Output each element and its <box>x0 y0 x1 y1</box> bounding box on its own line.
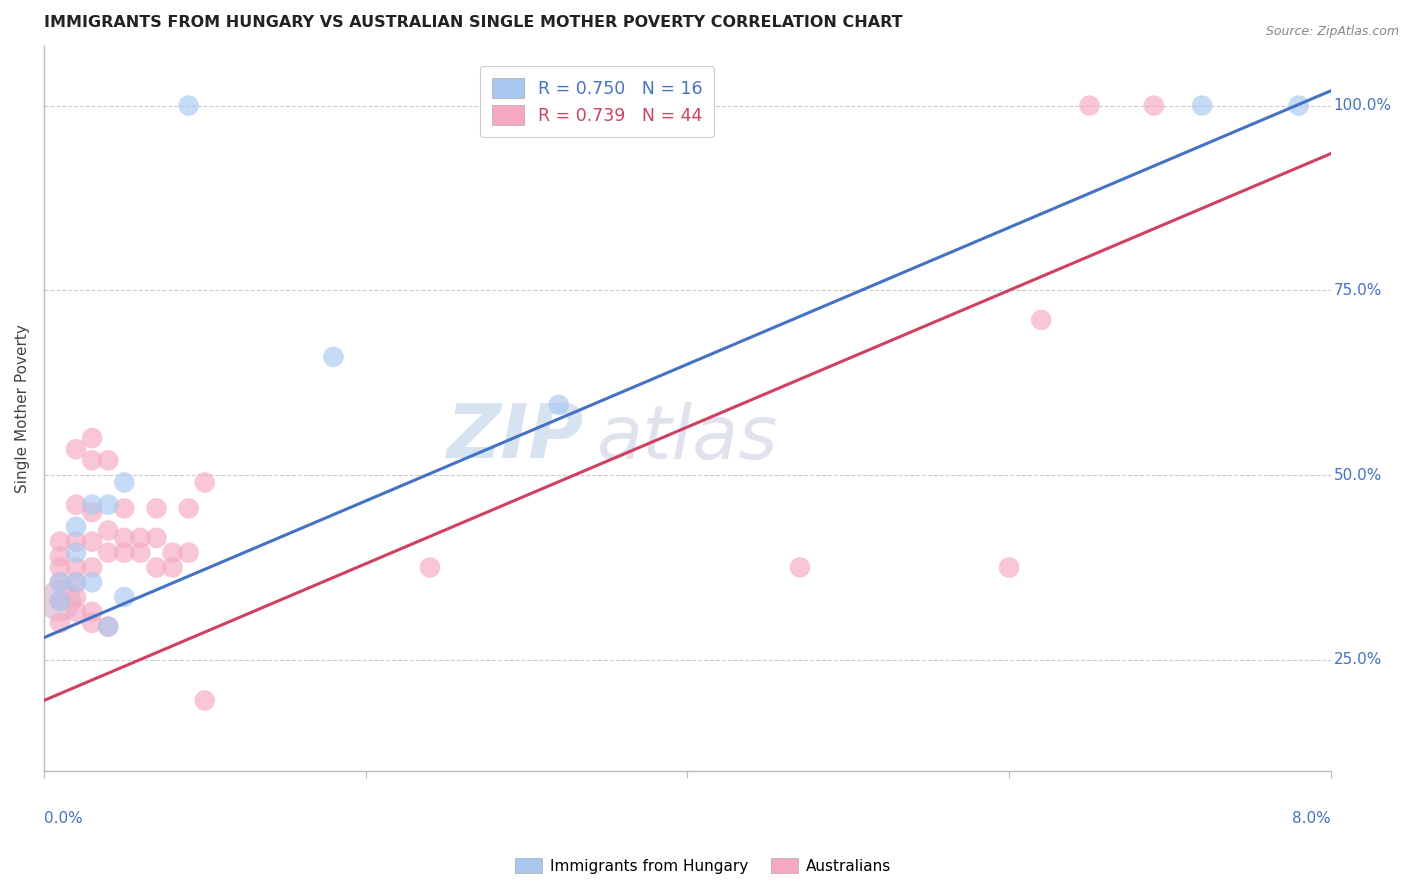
Point <box>1288 98 1310 112</box>
Point <box>194 475 217 490</box>
Point <box>49 534 72 549</box>
Point <box>129 546 152 560</box>
Point <box>112 501 135 516</box>
Point <box>65 590 87 604</box>
Point <box>789 560 811 574</box>
Point <box>82 575 104 590</box>
Text: Source: ZipAtlas.com: Source: ZipAtlas.com <box>1265 25 1399 38</box>
Text: 100.0%: 100.0% <box>1333 98 1392 113</box>
Legend: Immigrants from Hungary, Australians: Immigrants from Hungary, Australians <box>509 852 897 880</box>
Point <box>49 593 72 607</box>
Point <box>998 560 1021 574</box>
Point <box>1191 98 1213 112</box>
Point <box>112 475 135 490</box>
Point <box>177 501 200 516</box>
Point <box>145 560 167 574</box>
Text: ZIP: ZIP <box>447 401 585 474</box>
Text: 25.0%: 25.0% <box>1333 652 1382 667</box>
Point <box>97 619 120 633</box>
Point <box>65 575 87 590</box>
Text: 50.0%: 50.0% <box>1333 467 1382 483</box>
Point <box>82 498 104 512</box>
Point <box>82 453 104 467</box>
Point <box>49 593 72 607</box>
Point <box>82 615 104 630</box>
Point <box>177 546 200 560</box>
Point <box>145 531 167 545</box>
Point <box>145 501 167 516</box>
Point <box>49 593 72 607</box>
Point <box>82 560 104 574</box>
Point <box>1031 313 1053 327</box>
Point <box>112 531 135 545</box>
Point <box>322 350 344 364</box>
Point <box>65 605 87 619</box>
Text: 0.0%: 0.0% <box>44 811 83 825</box>
Point <box>49 593 72 607</box>
Point <box>49 575 72 590</box>
Point <box>419 560 441 574</box>
Text: 75.0%: 75.0% <box>1333 283 1382 298</box>
Point <box>194 693 217 707</box>
Point <box>1143 98 1166 112</box>
Point <box>162 546 184 560</box>
Point <box>547 398 569 412</box>
Text: IMMIGRANTS FROM HUNGARY VS AUSTRALIAN SINGLE MOTHER POVERTY CORRELATION CHART: IMMIGRANTS FROM HUNGARY VS AUSTRALIAN SI… <box>44 15 903 30</box>
Point <box>82 605 104 619</box>
Point <box>82 505 104 519</box>
Point <box>65 546 87 560</box>
Point <box>49 560 72 574</box>
Point <box>97 546 120 560</box>
Text: 8.0%: 8.0% <box>1292 811 1331 825</box>
Point <box>97 619 120 633</box>
Point <box>49 575 72 590</box>
Point <box>97 524 120 538</box>
Point <box>65 560 87 574</box>
Point <box>1078 98 1101 112</box>
Point <box>49 549 72 564</box>
Point <box>65 534 87 549</box>
Y-axis label: Single Mother Poverty: Single Mother Poverty <box>15 324 30 493</box>
Point <box>112 590 135 604</box>
Legend: R = 0.750   N = 16, R = 0.739   N = 44: R = 0.750 N = 16, R = 0.739 N = 44 <box>481 66 714 137</box>
Point <box>65 498 87 512</box>
Point <box>112 546 135 560</box>
Point <box>177 98 200 112</box>
Point <box>82 534 104 549</box>
Point <box>162 560 184 574</box>
Point <box>97 453 120 467</box>
Point <box>65 442 87 457</box>
Text: atlas: atlas <box>598 401 779 474</box>
Point <box>82 431 104 445</box>
Point <box>65 575 87 590</box>
Point <box>129 531 152 545</box>
Point <box>65 520 87 534</box>
Point <box>49 615 72 630</box>
Point <box>97 498 120 512</box>
